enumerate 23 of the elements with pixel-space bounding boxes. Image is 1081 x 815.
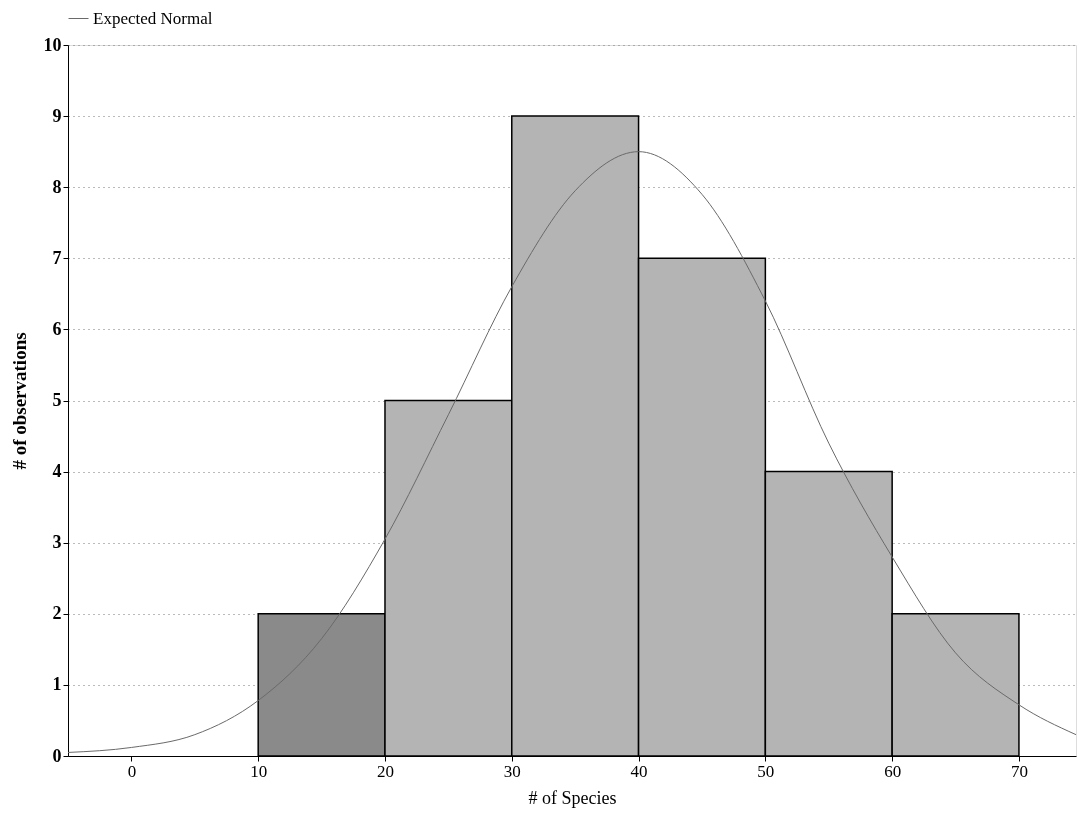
x-tick-label: 50 — [757, 761, 775, 781]
x-tick-label: 40 — [630, 761, 648, 781]
y-tick-label: 1 — [52, 674, 62, 695]
y-axis-title: # of observations — [8, 332, 30, 470]
x-axis-title: # of Species — [528, 787, 617, 808]
x-tick-label: 70 — [1010, 761, 1028, 781]
x-tick-label: 30 — [503, 761, 521, 781]
y-tick-label: 9 — [52, 105, 62, 126]
x-tick-label: 60 — [884, 761, 902, 781]
y-tick-label: 7 — [52, 247, 62, 268]
x-tick-label: 0 — [127, 761, 137, 781]
y-tick-label: 8 — [52, 176, 62, 197]
y-tick-label: 0 — [52, 745, 62, 766]
y-tick-label: 4 — [52, 461, 62, 482]
x-tick-label: 20 — [376, 761, 394, 781]
y-tick-label: 10 — [43, 34, 62, 55]
y-tick-label: 2 — [52, 603, 62, 624]
line-series — [67, 151, 1077, 753]
legend-label: Expected Normal — [93, 8, 213, 28]
x-tick-label: 10 — [250, 761, 268, 781]
y-tick-label: 5 — [52, 390, 62, 410]
y-tick-label: 6 — [52, 318, 62, 339]
y-tick-label: 3 — [52, 532, 62, 553]
